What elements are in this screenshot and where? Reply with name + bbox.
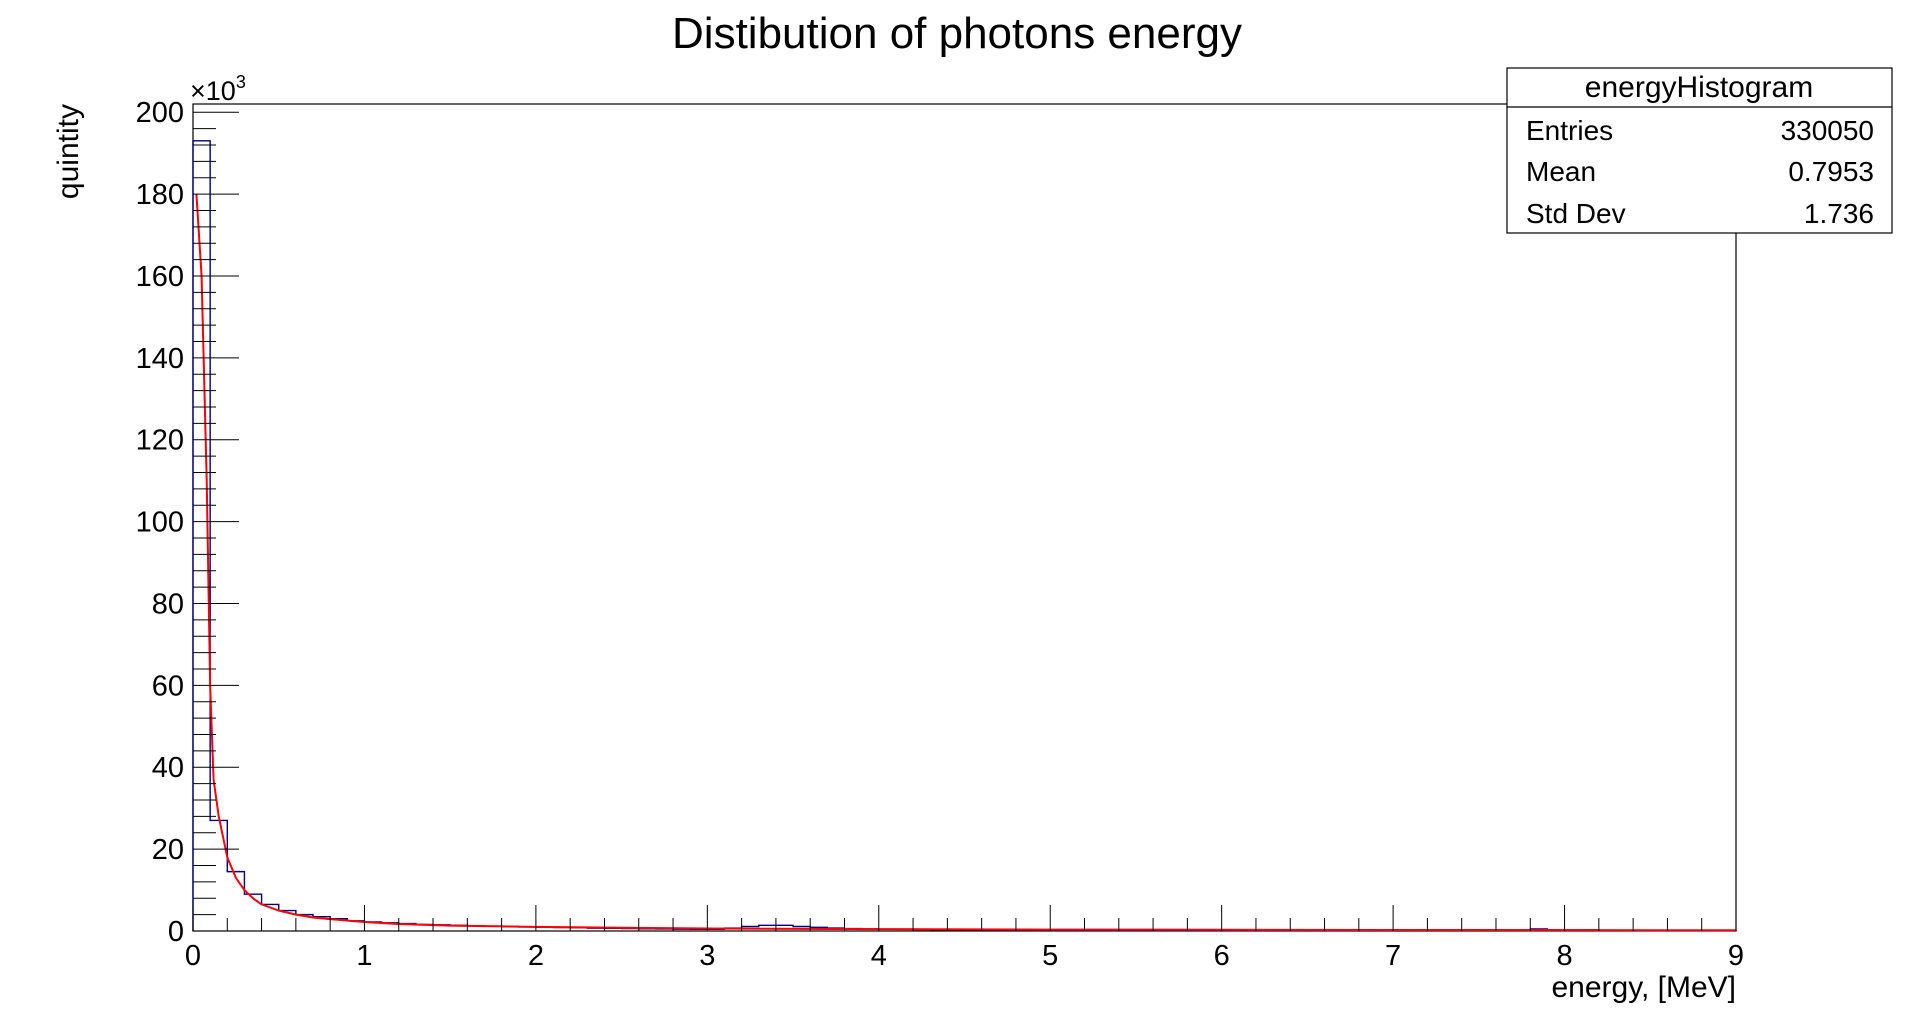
y-tick-label: 140 — [136, 343, 184, 375]
chart-title: Distibution of photons energy — [672, 9, 1242, 58]
histogram-bin — [227, 872, 244, 931]
y-axis-multiplier-exponent: 3 — [236, 72, 246, 92]
x-axis-label: energy, [MeV] — [1551, 971, 1736, 1004]
y-axis-multiplier-base: ×10 — [190, 76, 236, 106]
plot-frame — [192, 103, 1737, 932]
y-tick-label: 60 — [152, 670, 184, 702]
x-tick-label: 4 — [871, 940, 887, 972]
y-axis-label: quintity — [52, 104, 85, 199]
y-tick-label: 0 — [168, 916, 184, 948]
stats-entries-label: Entries — [1526, 115, 1613, 146]
x-tick-label: 0 — [185, 940, 201, 972]
histogram-outline — [192, 140, 1737, 932]
stats-mean-value: 0.7953 — [1788, 156, 1874, 187]
x-tick-label: 5 — [1042, 940, 1058, 972]
x-tick-label: 8 — [1556, 940, 1572, 972]
y-tick-label: 80 — [152, 588, 184, 620]
histogram-bins — [193, 141, 1736, 931]
stats-box-border — [1506, 67, 1893, 234]
stats-box-title: energyHistogram — [1585, 71, 1813, 104]
y-tick-label: 160 — [136, 261, 184, 293]
x-tick-label: 6 — [1214, 940, 1230, 972]
y-tick-label: 20 — [152, 834, 184, 866]
x-tick-label: 1 — [356, 940, 372, 972]
y-axis-multiplier: ×103 — [190, 72, 246, 106]
y-tick-label: 100 — [136, 507, 184, 539]
stats-stddev-value: 1.736 — [1804, 198, 1874, 229]
y-tick-label: 200 — [136, 97, 184, 129]
y-axis: 0 20 40 60 80 100 120 140 160 180 200 — [136, 97, 239, 948]
x-axis: 0 1 2 3 4 5 6 7 8 9 — [185, 905, 1744, 972]
x-tick-label: 3 — [699, 940, 715, 972]
x-tick-label: 9 — [1728, 940, 1744, 972]
x-tick-label: 2 — [528, 940, 544, 972]
histogram-bin — [244, 894, 261, 931]
fit-curve — [195, 194, 1737, 932]
stats-mean-label: Mean — [1526, 156, 1596, 187]
stats-box: energyHistogram Entries 330050 Mean 0.79… — [1506, 67, 1893, 234]
x-tick-label: 7 — [1385, 940, 1401, 972]
stats-entries-value: 330050 — [1781, 115, 1874, 146]
y-tick-label: 40 — [152, 752, 184, 784]
y-tick-label: 120 — [136, 425, 184, 457]
stats-stddev-label: Std Dev — [1526, 198, 1626, 229]
y-tick-label: 180 — [136, 179, 184, 211]
